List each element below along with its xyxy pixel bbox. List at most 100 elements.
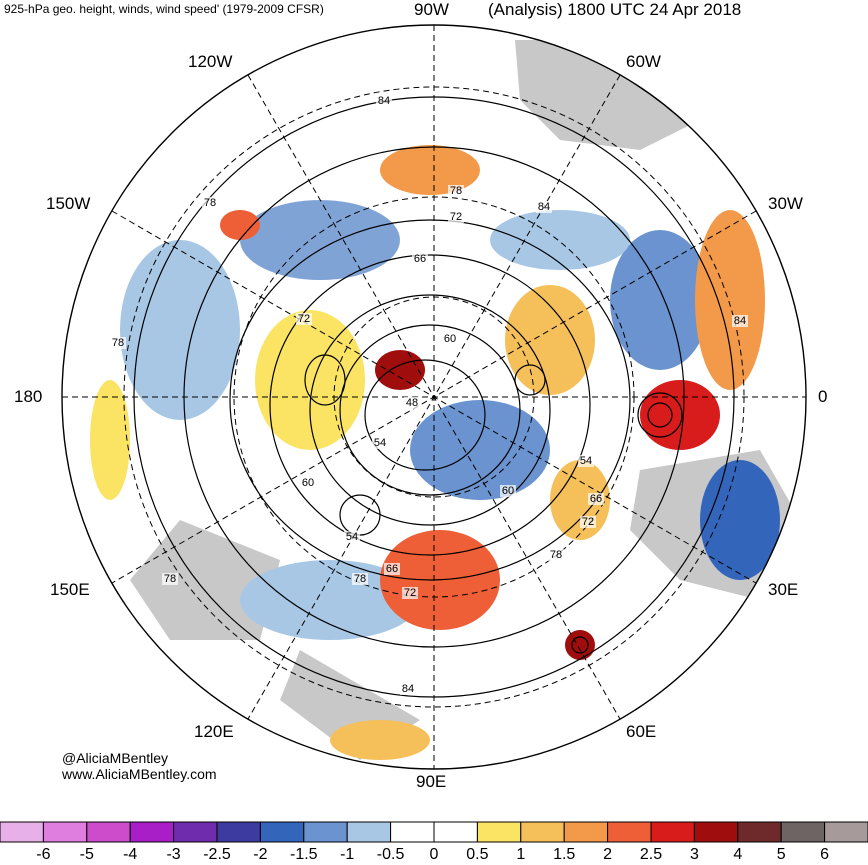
colorbar-label: 3	[689, 846, 699, 863]
pos-anomaly	[565, 630, 595, 660]
lon-label-90w: 90W	[414, 0, 449, 19]
contour-label: 66	[386, 563, 398, 575]
contour-label-bg	[404, 397, 420, 409]
colorbar-swatch	[693, 821, 739, 843]
colorbar-swatch	[520, 821, 565, 843]
lon-label-30e: 30E	[768, 580, 799, 599]
map-fill	[62, 25, 806, 769]
contour-label: 84	[734, 315, 746, 327]
pos-anomaly	[90, 380, 130, 500]
colorbar-swatch	[346, 821, 392, 843]
lon-label-0: 0	[818, 387, 828, 406]
contour-label: 72	[404, 587, 416, 599]
lon-label-120w: 120W	[188, 52, 233, 71]
polar-map: 84 78 72 66 60 54 48 78 72 60 54 66 72 78 84 78 84 78 60 54…	[61, 24, 807, 770]
contour-label: 54	[580, 455, 592, 467]
colorbar-label: 6	[820, 846, 830, 863]
contour-label: 60	[502, 485, 514, 497]
contour-label-bg	[202, 197, 218, 209]
colorbar-swatch	[303, 821, 348, 843]
neg-anomaly	[410, 400, 550, 500]
contour-label-bg	[372, 437, 388, 449]
colorbar-label: -5	[79, 846, 94, 863]
contour-label: 72	[298, 313, 310, 325]
contour-label: 84	[378, 95, 390, 107]
contour-label-bg	[402, 587, 418, 599]
colorbar-swatch	[173, 821, 218, 843]
colorbar-label: -4	[123, 846, 138, 863]
pos-anomaly	[220, 210, 260, 240]
contour-label: 60	[444, 333, 456, 345]
colorbar-swatch	[563, 821, 609, 843]
lon-label-150w: 150W	[46, 194, 91, 213]
contour-label-bg	[344, 531, 360, 543]
contour-label-bg	[578, 455, 594, 467]
colorbar-swatch	[780, 821, 826, 843]
contour-label: 78	[164, 573, 176, 585]
contour-label: 78	[550, 549, 562, 561]
contour-label-bg	[110, 337, 126, 349]
colorbar-label: -1.5	[290, 846, 318, 863]
colorbar-swatch	[42, 821, 88, 843]
neg-anomaly	[610, 230, 710, 370]
contour-label-bg	[732, 315, 748, 327]
colorbar-label: 5	[776, 846, 786, 863]
contour-label: 60	[302, 477, 314, 489]
colorbar-swatch	[216, 821, 261, 843]
contour-label-bg	[412, 253, 428, 265]
pos-anomaly	[505, 285, 595, 395]
contour-label-bg	[376, 95, 392, 107]
contour-label: 72	[582, 516, 594, 528]
colorbar-swatch	[86, 821, 131, 843]
pos-anomaly	[375, 350, 425, 390]
colorbar-label: 2.5	[639, 846, 663, 863]
colorbar-swatch	[259, 821, 305, 843]
contour-label-bg	[352, 573, 368, 585]
contour-label-bg	[548, 549, 564, 561]
contour-label-bg	[296, 313, 312, 325]
contour-label: 78	[204, 197, 216, 209]
pos-anomaly	[330, 720, 430, 760]
neg-anomaly	[120, 240, 240, 420]
neg-anomaly	[700, 460, 780, 580]
lon-label-150e: 150E	[50, 580, 90, 599]
credit-website: www.AliciaMBentley.com	[62, 766, 217, 782]
colorbar-label: -3	[166, 846, 181, 863]
contour-label-bg	[448, 211, 464, 223]
lon-label-180: 180	[14, 387, 43, 406]
analysis-time: (Analysis) 1800 UTC 24 Apr 2018	[488, 0, 742, 19]
pos-anomaly	[640, 380, 720, 450]
colorbar-label: 4	[733, 846, 743, 863]
contour-label-bg	[448, 185, 464, 197]
colorbar-label: 0.5	[466, 846, 489, 863]
graticule	[62, 25, 806, 769]
colorbar-swatch	[0, 821, 44, 843]
contour-label-bg	[384, 563, 400, 575]
map-border	[61, 24, 807, 770]
contour-label: 66	[590, 493, 602, 505]
contour-label-bg	[536, 201, 552, 213]
page-title: 925-hPa geo. height, winds, wind speed' …	[4, 2, 324, 16]
contour-label: 84	[538, 201, 550, 213]
lon-label-90e: 90E	[416, 772, 447, 791]
credit-handle: @AliciaMBentley	[62, 750, 169, 766]
contour-label: 54	[374, 437, 386, 449]
contour-label: 78	[354, 573, 366, 585]
contour-label: 72	[450, 211, 462, 223]
colorbar-swatch	[607, 821, 652, 843]
contour-label: 78	[112, 337, 124, 349]
contour-label-bg	[588, 493, 604, 505]
neg-anomaly	[240, 560, 420, 640]
colorbar-label: 1.5	[553, 846, 576, 863]
land-asia	[130, 520, 280, 640]
contour-label-bg	[442, 333, 458, 345]
colorbar-swatch	[737, 821, 782, 843]
colorbar-label: 2	[603, 846, 613, 863]
colorbar-swatch	[824, 821, 868, 843]
lon-label-120e: 120E	[194, 722, 234, 741]
lon-label-60e: 60E	[626, 722, 657, 741]
contour-label: 48	[406, 397, 418, 409]
colorbar-swatch	[476, 821, 522, 843]
lon-label-30w: 30W	[768, 194, 803, 213]
colorbar-swatch	[650, 821, 695, 843]
